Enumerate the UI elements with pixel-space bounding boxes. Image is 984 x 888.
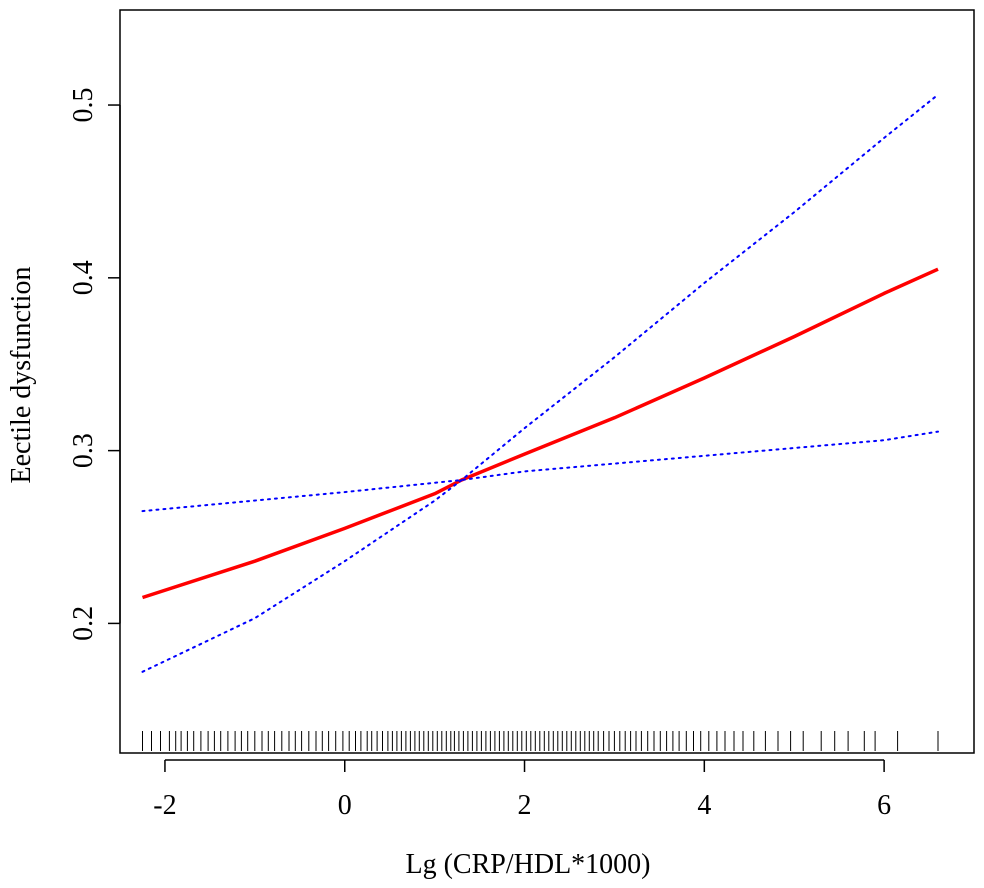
series-line-estimate — [141, 267, 939, 600]
y-tick-label: 0.2 — [68, 606, 99, 641]
series-line-lower_ci — [141, 93, 939, 673]
x-tick-label: -2 — [153, 790, 176, 821]
rug-marks — [142, 731, 939, 751]
y-axis: 0.2 0.3 0.4 0.5 — [68, 88, 121, 641]
y-tick-label: 0.3 — [68, 433, 99, 468]
y-tick-label: 0.5 — [68, 88, 99, 123]
y-axis-title: Eectile dysfunction — [6, 267, 37, 484]
x-tick-label: 6 — [877, 790, 891, 821]
x-tick-label: 0 — [338, 790, 352, 821]
x-tick-label: 4 — [697, 790, 711, 821]
x-tick-label: 2 — [518, 790, 532, 821]
plot-frame — [119, 9, 975, 754]
series-line-upper_ci — [141, 430, 939, 513]
series-layer — [141, 93, 939, 673]
x-axis: -2 0 2 4 6 — [153, 759, 891, 821]
y-tick-label: 0.4 — [68, 260, 99, 295]
x-axis-title: Lg (CRP/HDL*1000) — [406, 849, 651, 880]
